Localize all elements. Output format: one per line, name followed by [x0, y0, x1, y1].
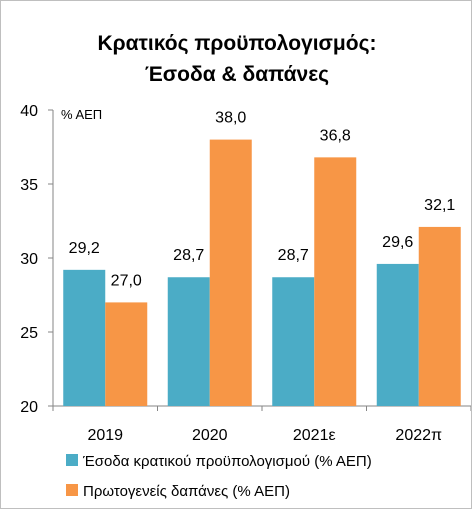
axes-group: 20 25 30 35 40 2019 2020 2021ε 2022π [20, 103, 472, 444]
x-tick-label: 2019 [87, 427, 123, 444]
x-tick-label: 2020 [192, 427, 228, 444]
y-tick-label: 20 [20, 399, 38, 416]
y-tick-label: 30 [20, 251, 38, 268]
data-label: 28,7 [173, 247, 204, 264]
legend-label: Πρωτογενείς δαπάνες (% ΑΕΠ) [83, 483, 290, 500]
bar-revenue [63, 269, 106, 406]
legend-swatch [66, 454, 78, 466]
legend-label: Έσοδα κρατικού προϋπολογισμού (% ΑΕΠ) [82, 453, 372, 470]
bar-revenue [167, 277, 210, 406]
bar-revenue [272, 277, 315, 406]
data-label: 29,2 [69, 240, 100, 257]
data-label: 29,6 [382, 234, 413, 251]
legend: Έσοδα κρατικού προϋπολογισμού (% ΑΕΠ) Πρω… [66, 453, 372, 500]
bar-expenditure [209, 139, 252, 406]
legend-swatch [66, 484, 78, 496]
bar-expenditure [105, 302, 148, 406]
data-label: 32,1 [424, 197, 455, 214]
x-tick-label: 2022π [395, 427, 442, 444]
chart-title-line2: Έσοδα & δαπάνες [145, 63, 329, 86]
y-tick-label: 35 [20, 177, 38, 194]
bar-expenditure [418, 226, 461, 406]
data-label: 36,8 [320, 127, 351, 144]
y-tick-label: 40 [20, 103, 38, 120]
data-label: 27,0 [111, 272, 142, 289]
bar-expenditure [314, 157, 357, 406]
chart-title-line1: Κρατικός προϋπολογισμός: [97, 32, 376, 55]
x-tick-label: 2021ε [293, 427, 336, 444]
y-tick-label: 25 [20, 325, 38, 342]
unit-label: % ΑΕΠ [61, 107, 102, 122]
data-label: 28,7 [278, 247, 309, 264]
bars-group: 29,2 27,0 28,7 38,0 28,7 36,8 29,6 32,1 [63, 110, 461, 406]
data-label: 38,0 [215, 110, 246, 127]
bar-revenue [376, 263, 419, 406]
